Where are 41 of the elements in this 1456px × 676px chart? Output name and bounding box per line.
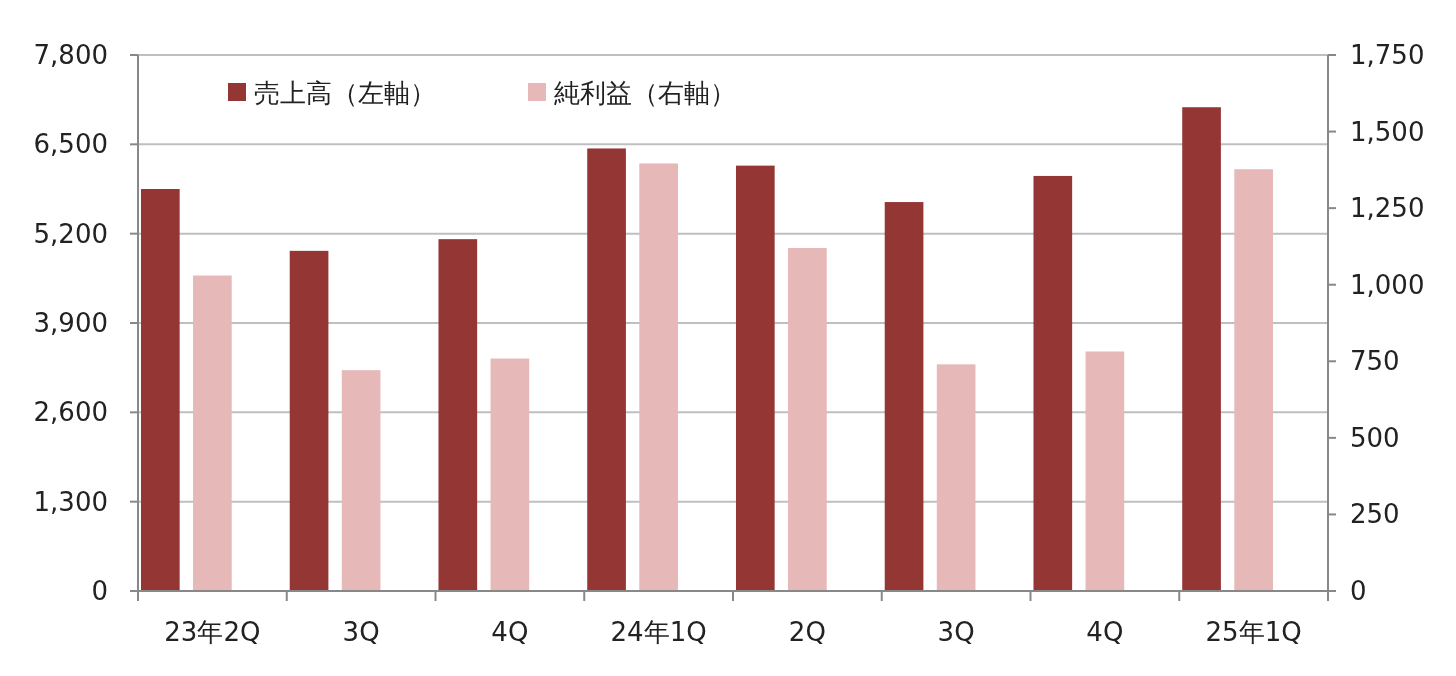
bar [140,189,180,591]
x-tick-label: 3Q [937,617,975,647]
y2-tick-label: 1,000 [1350,269,1425,300]
x-tick-label: 4Q [491,617,529,647]
y2-tick-label: 1,500 [1350,116,1425,147]
y-tick-label: 7,800 [33,40,108,70]
bar [1085,351,1125,591]
y2-tick-label: 1,250 [1350,193,1425,224]
bar [884,202,924,591]
bar [1033,175,1073,591]
bar [193,275,232,591]
x-tick-label: 4Q [1086,617,1124,647]
y2-tick-label: 750 [1350,346,1400,377]
bar [1182,107,1221,591]
y-tick-label: 3,900 [33,308,108,338]
y2-tick-label: 250 [1350,499,1400,530]
bar [289,250,329,591]
x-tick-label: 2Q [788,617,826,647]
x-tick-label: 24年1Q [610,617,707,647]
bar [341,370,381,591]
bar [490,358,530,591]
bar [1234,169,1273,591]
legend-label: 純利益（右軸） [554,78,736,108]
y-tick-label: 0 [91,576,108,606]
x-tick-label: 23年2Q [164,617,261,647]
x-tick-label: 25年1Q [1205,617,1302,647]
bar [587,148,626,591]
y-tick-label: 1,300 [33,486,108,517]
x-tick-label: 3Q [342,617,380,647]
y-tick-label: 5,200 [33,218,108,249]
y2-tick-label: 500 [1350,422,1400,453]
y2-tick-label: 1,750 [1350,40,1425,70]
y-tick-label: 2,600 [33,397,108,428]
bar [639,163,678,591]
bar [735,165,775,591]
bar [936,364,976,591]
bar [788,247,827,591]
legend-label: 売上高（左軸） [254,78,436,108]
y2-tick-label: 0 [1350,576,1367,606]
y-tick-label: 6,500 [33,129,108,160]
bar [438,239,478,591]
